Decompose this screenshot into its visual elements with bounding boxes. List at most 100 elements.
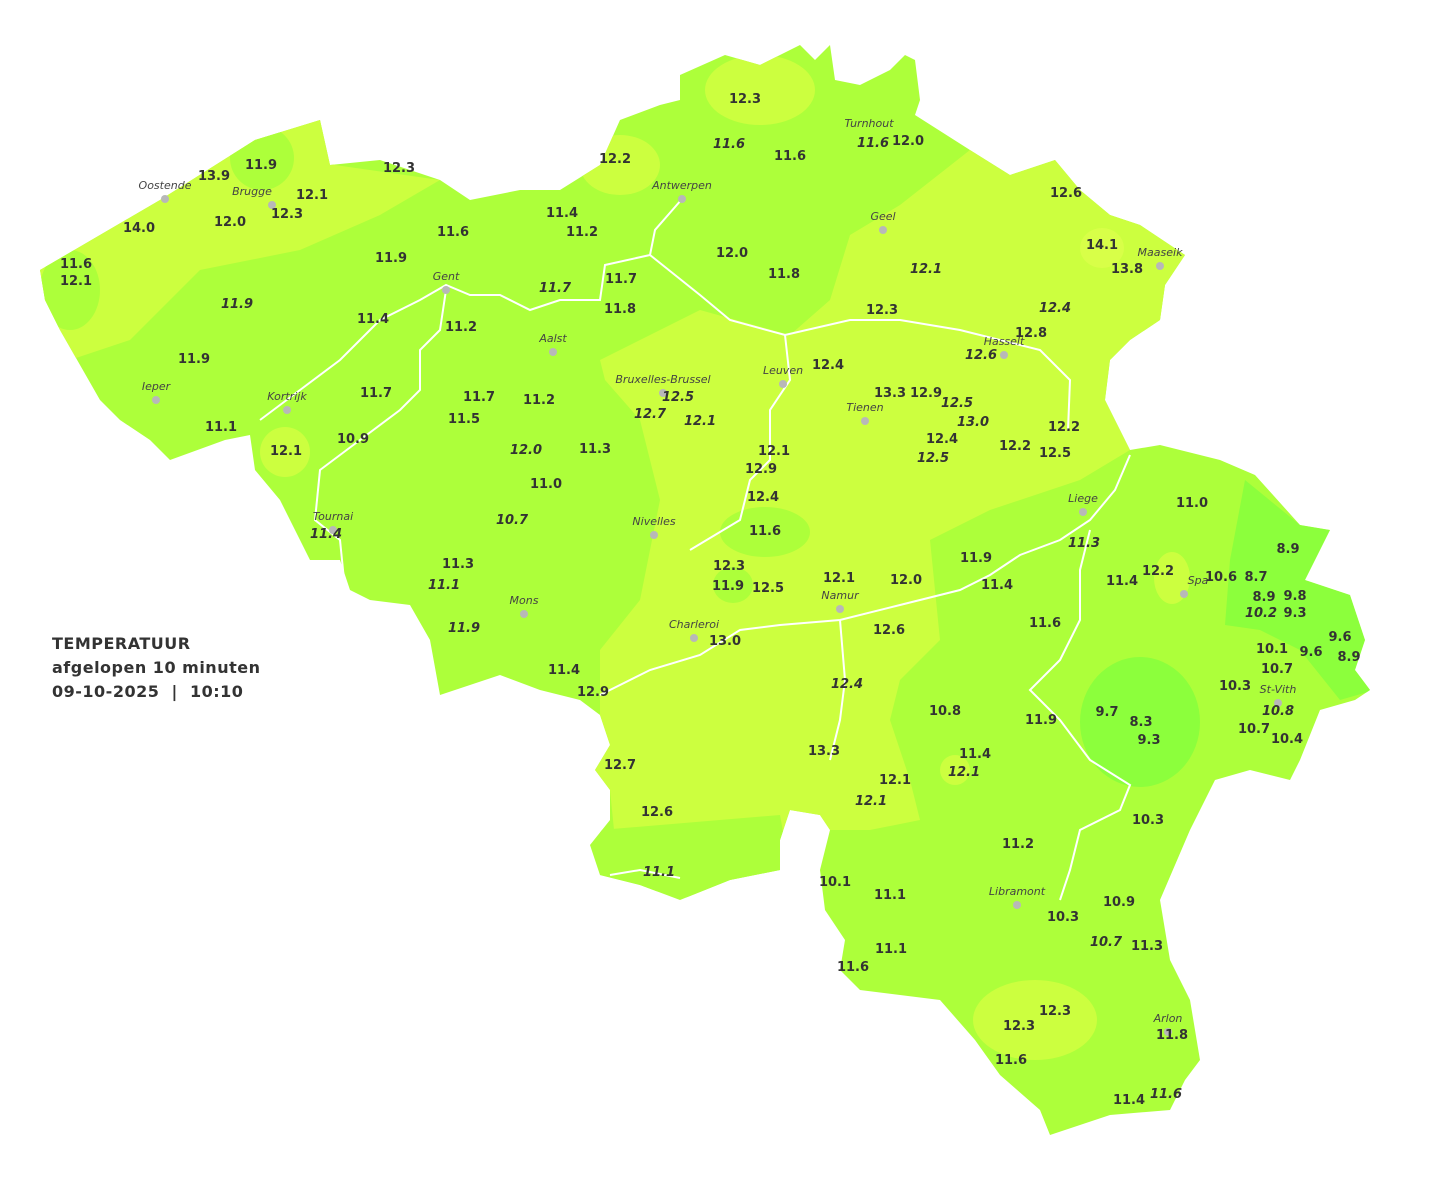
city-dot <box>861 417 869 425</box>
temperature-value: 12.3 <box>865 303 899 318</box>
temperature-value: 12.3 <box>1002 1019 1036 1034</box>
city-dot <box>779 380 787 388</box>
temperature-value: 12.6 <box>640 805 674 820</box>
city-dot <box>283 406 291 414</box>
zone-mid-westcoast <box>40 250 100 330</box>
temperature-value: 8.7 <box>1244 570 1268 585</box>
temperature-value: 13.0 <box>956 415 990 430</box>
temperature-value: 12.5 <box>751 581 785 596</box>
temperature-value: 12.3 <box>270 207 304 222</box>
temperature-value: 11.3 <box>441 557 475 572</box>
zone-warm-kortrijk <box>260 427 310 477</box>
temperature-value: 12.2 <box>1141 564 1175 579</box>
temperature-value: 11.6 <box>773 149 807 164</box>
temperature-value: 12.0 <box>891 134 925 149</box>
temperature-value: 11.6 <box>59 257 93 272</box>
temperature-value: 11.9 <box>1024 713 1058 728</box>
city-name: Maaseik <box>1137 246 1183 259</box>
city-dot <box>836 605 844 613</box>
zone-mid-south-band <box>600 815 790 900</box>
temperature-value: 11.0 <box>529 477 563 492</box>
city-name: Libramont <box>988 885 1046 898</box>
temperature-value: 12.1 <box>295 188 329 203</box>
river-4 <box>829 619 847 761</box>
temperature-value: 8.3 <box>1129 715 1153 730</box>
city-name: Kortrijk <box>267 390 307 403</box>
temperature-value: 11.6 <box>836 960 870 975</box>
legend-datetime: 09-10-2025 | 10:10 <box>52 682 244 701</box>
city-dot <box>879 226 887 234</box>
temperature-value: 11.7 <box>462 390 496 405</box>
temperature-value: 12.5 <box>1038 446 1072 461</box>
city-dot <box>1164 1028 1172 1036</box>
river-1 <box>259 254 651 421</box>
temperature-value: 12.8 <box>1014 326 1048 341</box>
city-name: Aalst <box>539 332 567 345</box>
temperature-value: 12.0 <box>889 573 923 588</box>
temperature-value: 11.1 <box>642 865 676 880</box>
temperature-value: 8.9 <box>1337 650 1361 665</box>
zone-warm-12-1 <box>940 755 970 785</box>
temperature-value: 12.6 <box>872 623 906 638</box>
temperature-value: 13.3 <box>873 386 907 401</box>
temperature-value: 11.4 <box>547 663 581 678</box>
city-name: Mons <box>509 594 539 607</box>
temperature-value: 11.6 <box>712 137 746 152</box>
temperature-value: 11.5 <box>447 412 481 427</box>
temperature-value: 12.3 <box>712 559 746 574</box>
temperature-value: 11.9 <box>711 579 745 594</box>
city-name: Liege <box>1068 492 1098 505</box>
temperature-value: 11.4 <box>1112 1093 1146 1108</box>
temperature-value: 12.2 <box>998 439 1032 454</box>
temperature-value: 12.1 <box>909 262 943 277</box>
temperature-value: 12.9 <box>744 462 778 477</box>
city-dot <box>1180 590 1188 598</box>
river-2 <box>313 289 447 591</box>
city-name: Arlon <box>1153 1012 1183 1025</box>
zone-cool-east <box>1225 480 1370 700</box>
zone-warm-south <box>973 980 1097 1060</box>
temperature-value: 12.0 <box>213 215 247 230</box>
zone-warm-coast <box>40 110 440 360</box>
city-name: Namur <box>821 589 859 602</box>
city-name: Tournai <box>312 510 354 523</box>
city-name: Turnhout <box>844 117 894 130</box>
city-dot <box>1079 508 1087 516</box>
zone-warm-maaseik <box>1080 228 1124 268</box>
temperature-value: 13.8 <box>1110 262 1144 277</box>
temperature-value: 10.7 <box>1237 722 1271 737</box>
temperature-value: 10.1 <box>818 875 852 890</box>
city-name: Brugge <box>232 185 272 198</box>
temperature-value: 11.1 <box>427 578 461 593</box>
city-dot <box>549 348 557 356</box>
temperature-value: 12.1 <box>854 794 888 809</box>
temperature-value: 11.4 <box>1105 574 1139 589</box>
river-7 <box>609 868 681 879</box>
temperature-value: 14.0 <box>122 221 156 236</box>
temperature-value: 10.3 <box>1131 813 1165 828</box>
temperature-value: 11.9 <box>374 251 408 266</box>
zone-cool-fagnes <box>1080 657 1200 787</box>
city-name: Charleroi <box>668 618 720 631</box>
city-dot <box>690 634 698 642</box>
river-5 <box>689 334 792 551</box>
zone-warm-north <box>705 55 815 125</box>
city-name: Hasselt <box>983 335 1025 348</box>
temperature-value: 10.4 <box>1270 732 1304 747</box>
temperature-value: 10.6 <box>1204 570 1238 585</box>
city-name: Bruxelles-Brussel <box>615 373 711 386</box>
temperature-value: 10.7 <box>495 513 529 528</box>
temperature-value: 11.9 <box>959 551 993 566</box>
temperature-value: 12.4 <box>811 358 845 373</box>
temperature-value: 13.0 <box>708 634 742 649</box>
temperature-value: 10.8 <box>928 704 962 719</box>
temperature-value: 11.3 <box>578 442 612 457</box>
temperature-value: 12.4 <box>1038 301 1072 316</box>
temperature-value: 11.8 <box>603 302 637 317</box>
temperature-value: 11.9 <box>177 352 211 367</box>
temperature-value: 11.4 <box>309 527 343 542</box>
temperature-value: 12.9 <box>576 685 610 700</box>
legend-box: TEMPERATUUR afgelopen 10 minuten 09-10-2… <box>38 620 300 718</box>
city-name: Geel <box>870 210 896 223</box>
